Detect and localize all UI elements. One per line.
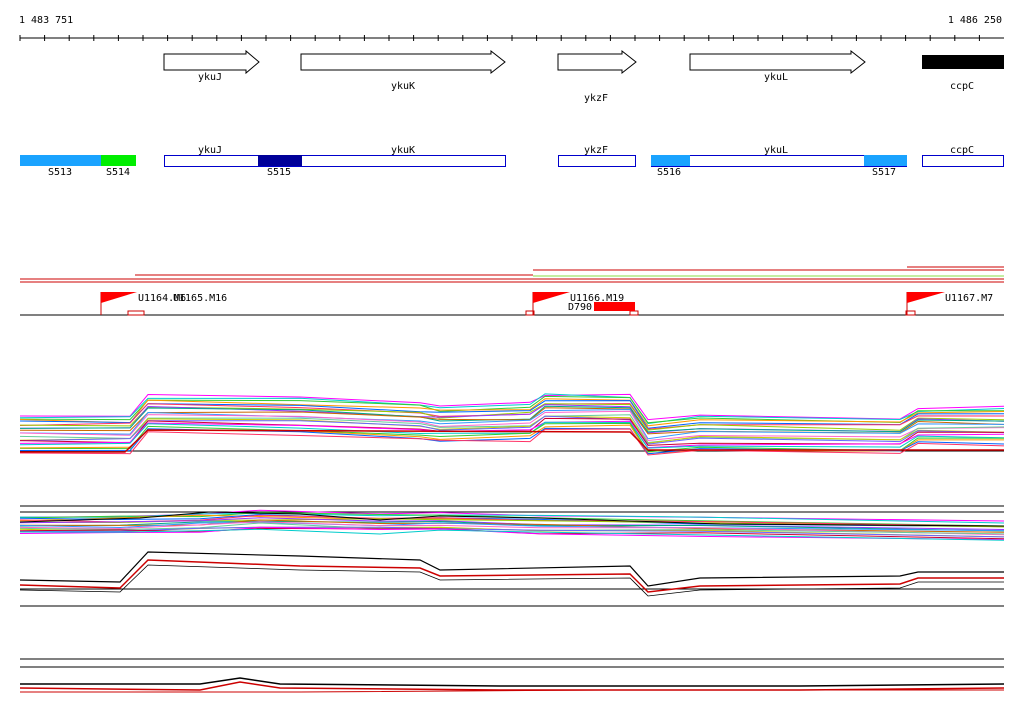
gene-outline-ykzF[interactable] [558,155,636,167]
segment-label-S515: S515 [267,167,291,178]
gene-arrow-track: ykuJ ykuK ykzF ykuL ccpC [163,49,1004,104]
expression-profile-line [19,521,1005,536]
gene-arrow-ykuK[interactable] [300,49,506,75]
tss-marker-1[interactable] [100,292,145,316]
segment-label-S516: S516 [657,167,681,178]
expression-panel-2 [19,505,1005,607]
expression-panel-3 [19,658,1005,693]
gene-arrow-ykzF[interactable] [557,49,637,75]
expression-profile-line [19,428,1005,456]
segment-label-S517: S517 [872,167,896,178]
coverage-strand-lines [20,266,1004,283]
expression-profile-line [19,511,1005,527]
expression-profile-line [19,520,1005,532]
expression-profile-red [19,559,1004,593]
expression-profile-line [19,405,1005,433]
ruler-ticks [19,35,980,41]
segment-S515[interactable] [258,155,302,166]
tss-label-U1167: U1167.M7 [945,293,993,304]
gene-arrow-ykuL[interactable] [689,49,866,75]
gene-label-ykuK: ykuK [391,81,415,92]
gene-label-ykzF: ykzF [584,93,608,104]
segment-S516[interactable] [651,155,690,166]
segment-label-S514: S514 [106,167,130,178]
tss-marker-3[interactable] [905,292,945,316]
terminator-label-D790: D790 [568,302,592,313]
start-coordinate: 1 483 751 [19,15,73,26]
segment-track: ykuJ ykuK ykzF ykuL ccpC S513 S514 S515 … [20,145,1004,178]
expression-profile-line [19,410,1005,442]
gene-outline-label-ykzF: ykzF [584,145,608,156]
coordinate-ruler: 1 483 751 1 486 250 [19,15,1004,41]
gene-outline-ccpC[interactable] [922,155,1004,167]
expression-profile-line [19,528,1005,541]
segment-S514[interactable] [101,155,136,166]
expression-profile-line [19,526,1005,541]
expression-profile-black-3 [19,564,1004,597]
gene-block-ccpC[interactable] [922,55,1004,69]
expression-profile-line [19,527,1005,540]
expression-profile-black [20,677,1005,687]
gene-label-ykuL: ykuL [764,72,788,83]
gene-arrow-ykuJ[interactable] [163,49,260,75]
segment-S513[interactable] [20,155,101,166]
tss-label-U1164: U1164.M6 [138,293,186,304]
gene-outline-label-ykuJ: ykuJ [198,145,222,156]
gene-outline-label-ykuL: ykuL [764,145,788,156]
gene-outline-ykuJ-ykuK[interactable] [164,155,506,167]
tss-label-U1166: U1166.M19 [570,293,624,304]
expression-panel-1 [19,393,1005,456]
tss-marker-2[interactable] [525,292,639,316]
gene-label-ccpC: ccpC [950,81,974,92]
expression-profile-line [19,408,1005,440]
expression-profile-line [19,393,1005,425]
terminator-marker-D790[interactable] [594,302,635,311]
expression-profile-black-2 [19,551,1004,587]
expression-profile-black [19,511,1005,527]
promoter-track: U1164.M6 U1165.M16 U1166.M19 D790 U1167.… [20,292,1004,316]
gene-outline-label-ykuK: ykuK [391,145,415,156]
gene-label-ykuJ: ykuJ [198,72,222,83]
end-coordinate: 1 486 250 [948,15,1002,26]
segment-label-S513: S513 [48,167,72,178]
expression-profile-line [19,421,1005,449]
segment-S517[interactable] [864,155,907,166]
expression-profile-line [19,415,1005,445]
tss-label-U1165: U1165.M16 [173,293,227,304]
expression-profile-line [19,398,1005,427]
expression-profile-reference [20,429,1004,453]
gene-outline-label-ccpC: ccpC [950,145,974,156]
expression-profile-line [19,420,1005,449]
expression-profile-red-2 [20,689,1004,693]
